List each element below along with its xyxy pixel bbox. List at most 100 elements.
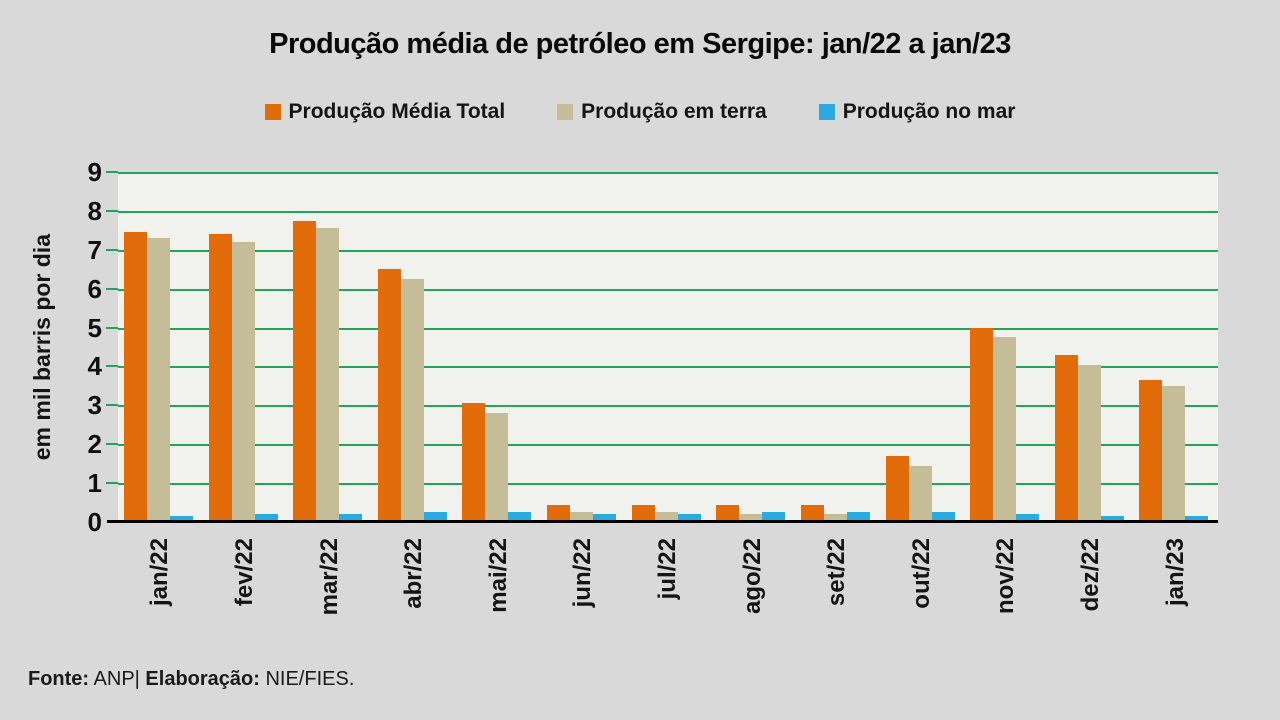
y-axis-tick-mark [106,365,118,368]
x-axis-label-text: nov/22 [992,538,1020,615]
bar-mai/22 [462,403,486,522]
y-axis-tick-label: 6 [87,273,102,304]
x-axis-label-text: jul/22 [653,538,681,600]
legend-item-producao-no-mar: Produção no mar [818,100,1016,124]
source-value: ANP| [89,668,146,690]
y-axis-tick-label: 4 [87,351,102,382]
x-axis-label: jan/23 [1133,538,1218,638]
gridline [118,288,1218,291]
bar-out/22 [908,465,932,522]
x-axis-label-text: jun/22 [569,538,597,608]
bar-fev/22 [231,242,255,522]
bar-ago/22 [739,514,763,522]
x-axis-label: jul/22 [626,538,711,638]
x-axis-label: mai/22 [456,538,541,638]
x-axis-label-text: mar/22 [315,538,343,616]
bar-jan/22 [124,232,147,522]
x-axis-line [107,520,1218,523]
y-axis-tick-label: 2 [87,429,102,460]
bar-dez/22 [1054,354,1078,522]
bar-jul/22 [677,514,701,522]
legend-item-producao-em-terra: Produção em terra [557,100,767,124]
bar-nov/22 [970,327,994,522]
x-axis-label-text: abr/22 [400,538,428,609]
bar-set/22 [846,512,870,522]
y-axis-tick-mark [106,209,118,212]
bar-jun/22 [593,514,617,522]
y-axis-tick-mark [106,404,118,407]
x-axis-label: abr/22 [372,538,457,638]
bar-jul/22 [631,504,655,522]
bar-set/22 [823,514,847,522]
gridline [118,366,1218,369]
bar-jan/23 [1139,380,1163,522]
gridline [118,172,1218,174]
bar-abr/22 [423,512,447,522]
x-axis-label-text: out/22 [907,538,935,609]
chart-title: Produção média de petróleo em Sergipe: j… [269,28,1011,60]
x-axis-label-text: set/22 [823,538,851,607]
bar-fev/22 [254,514,278,522]
legend-swatch-mar-icon [818,104,835,120]
legend-label-total: Produção Média Total [288,100,506,123]
x-axis-label-text: mai/22 [484,538,512,613]
y-axis-tick-label: 5 [87,312,102,343]
gridline [118,327,1218,330]
x-axis-label-text: ago/22 [738,538,766,615]
bar-dez/22 [1100,516,1124,522]
legend-label-mar: Produção no mar [842,100,1016,123]
bar-mai/22 [508,512,532,522]
x-axis-label: jun/22 [541,538,626,638]
x-axis-label: fev/22 [203,538,288,638]
plot-area [118,172,1218,522]
bar-mai/22 [485,413,509,522]
gridline [118,483,1218,486]
legend-item-producao-media-total: Produção Média Total [264,100,506,124]
legend: Produção Média Total Produção em terra P… [0,100,1280,124]
x-axis-label-text: jan/23 [1161,538,1189,607]
y-axis-tick-mark [106,326,118,329]
bar-dez/22 [1077,364,1101,522]
y-axis-tick-label: 3 [87,390,102,421]
bar-jun/22 [547,504,571,522]
y-axis-tick-label: 0 [87,507,102,537]
bar-ago/22 [716,504,740,522]
bar-jan/23 [1162,385,1186,522]
gridline [118,405,1218,408]
y-axis-tick-mark [106,171,118,173]
y-axis-tick-mark [106,443,118,446]
bar-jan/22 [170,516,193,522]
x-axis-label: dez/22 [1049,538,1134,638]
bar-jun/22 [570,512,594,522]
x-axis-label: ago/22 [710,538,795,638]
bar-out/22 [931,512,955,522]
y-axis-tick-label: 8 [87,195,102,226]
bar-nov/22 [1016,514,1040,522]
elaboration-label: Elaboração: [145,668,260,690]
x-axis-label-text: dez/22 [1077,538,1105,612]
y-axis-tick-mark [106,482,118,485]
x-axis-label: out/22 [880,538,965,638]
y-axis-tick-label: 9 [87,157,102,187]
bar-set/22 [800,504,824,522]
gridline [118,444,1218,447]
bar-nov/22 [993,337,1017,522]
bar-out/22 [885,455,909,522]
source-label: Fonte: [28,668,90,690]
gridline [118,210,1218,213]
x-axis-label: jan/22 [118,538,203,638]
y-axis-tick-label: 1 [87,468,102,499]
bar-jan/23 [1185,516,1209,522]
bar-jul/22 [654,512,678,522]
bar-mar/22 [293,220,317,522]
bar-abr/22 [377,269,401,522]
x-axis-label-text: fev/22 [230,538,258,607]
x-axis-label: set/22 [795,538,880,638]
legend-swatch-total-icon [264,104,281,120]
bar-mar/22 [316,228,340,522]
legend-label-terra: Produção em terra [581,100,767,123]
x-axis-label: mar/22 [287,538,372,638]
legend-swatch-terra-icon [557,104,574,120]
y-axis-tick-mark [106,287,118,290]
bar-fev/22 [208,234,232,522]
